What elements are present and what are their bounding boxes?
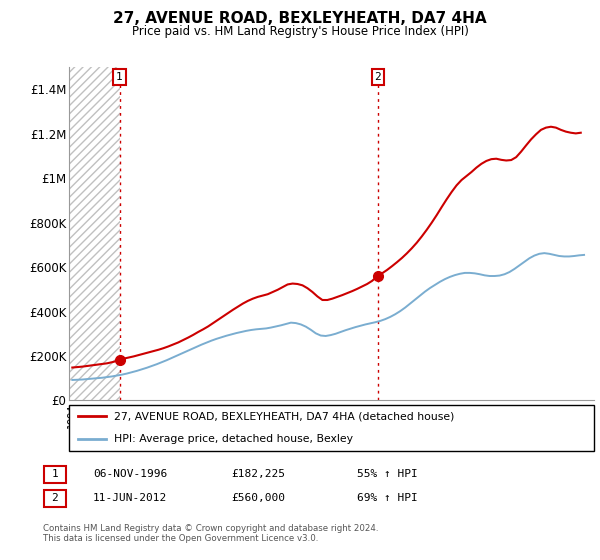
Text: 1: 1 bbox=[116, 72, 123, 82]
Text: Contains HM Land Registry data © Crown copyright and database right 2024.
This d: Contains HM Land Registry data © Crown c… bbox=[43, 524, 379, 543]
Text: 11-JUN-2012: 11-JUN-2012 bbox=[93, 493, 167, 503]
Text: 69% ↑ HPI: 69% ↑ HPI bbox=[357, 493, 418, 503]
Text: 27, AVENUE ROAD, BEXLEYHEATH, DA7 4HA (detached house): 27, AVENUE ROAD, BEXLEYHEATH, DA7 4HA (d… bbox=[113, 412, 454, 421]
Text: 27, AVENUE ROAD, BEXLEYHEATH, DA7 4HA: 27, AVENUE ROAD, BEXLEYHEATH, DA7 4HA bbox=[113, 11, 487, 26]
Text: 1: 1 bbox=[51, 469, 58, 479]
Text: £560,000: £560,000 bbox=[231, 493, 285, 503]
Text: Price paid vs. HM Land Registry's House Price Index (HPI): Price paid vs. HM Land Registry's House … bbox=[131, 25, 469, 38]
Text: 06-NOV-1996: 06-NOV-1996 bbox=[93, 469, 167, 479]
Text: 2: 2 bbox=[51, 493, 58, 503]
Text: £182,225: £182,225 bbox=[231, 469, 285, 479]
Text: HPI: Average price, detached house, Bexley: HPI: Average price, detached house, Bexl… bbox=[113, 435, 353, 444]
Bar bbox=[69, 67, 119, 400]
Text: 2: 2 bbox=[374, 72, 381, 82]
Text: 55% ↑ HPI: 55% ↑ HPI bbox=[357, 469, 418, 479]
